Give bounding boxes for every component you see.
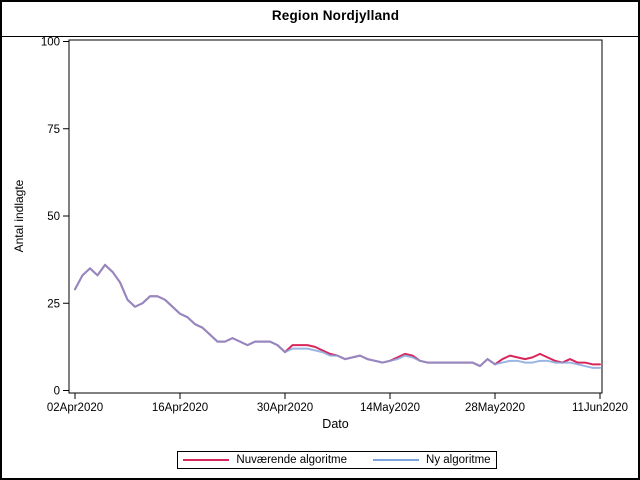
legend: Nuværende algoritme Ny algoritme	[177, 451, 497, 469]
y-tick-label: 100	[41, 37, 60, 49]
x-tick-label: 14May2020	[360, 402, 420, 414]
x-axis-label: Dato	[322, 417, 349, 431]
y-tick-label: 0	[54, 386, 60, 398]
x-tick-label: 30Apr2020	[257, 402, 313, 414]
x-tick-label: 16Apr2020	[152, 402, 208, 414]
legend-label-current: Nuværende algoritme	[236, 454, 348, 466]
plot-frame	[68, 39, 603, 394]
legend-line-sample-current-icon	[183, 459, 230, 461]
series-line-current	[74, 263, 601, 368]
title-divider	[2, 36, 638, 37]
legend-label-new: Ny algoritme	[426, 454, 491, 466]
x-tick-label: 02Apr2020	[47, 402, 103, 414]
series-line-new	[74, 263, 601, 369]
x-tick-label: 28May2020	[465, 402, 525, 414]
y-tick-label: 25	[47, 298, 60, 310]
legend-line-sample-new-icon	[373, 459, 420, 461]
chart-title: Region Nordjylland	[271, 8, 400, 23]
y-axis-label: Antal indlagte	[12, 179, 26, 253]
legend-item-new: Ny algoritme	[373, 454, 491, 466]
legend-item-current: Nuværende algoritme	[183, 454, 347, 466]
y-tick-label: 50	[47, 211, 60, 223]
y-tick-label: 75	[47, 124, 60, 136]
x-tick-label: 11Jun2020	[572, 402, 628, 414]
